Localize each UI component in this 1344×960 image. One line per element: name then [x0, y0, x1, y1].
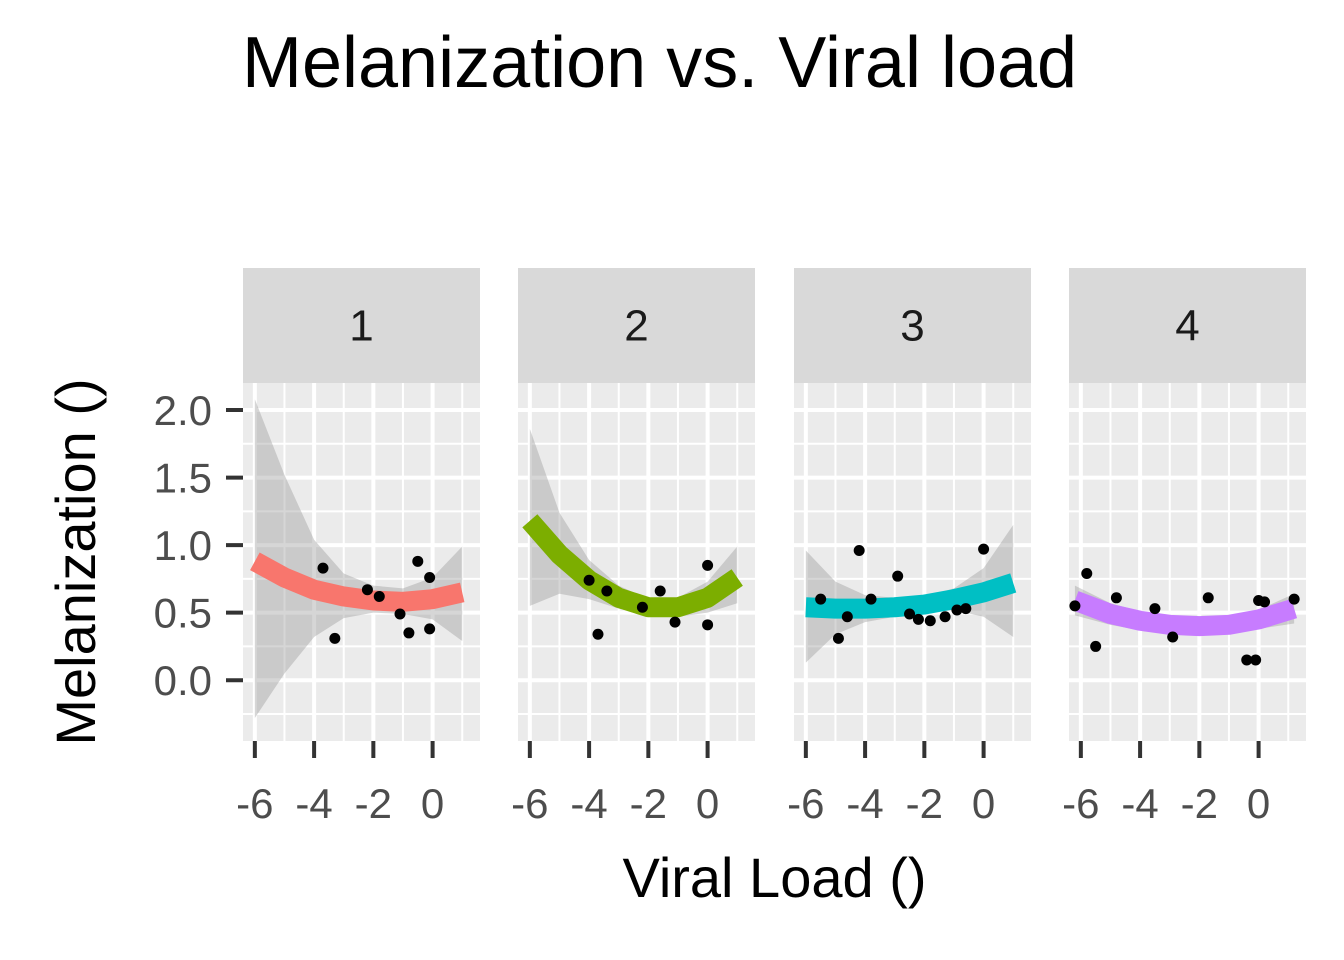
data-point — [815, 593, 827, 605]
data-point — [892, 570, 904, 582]
confidence-band — [254, 399, 463, 719]
data-point — [1202, 592, 1214, 604]
x-tick-label: -4 — [1121, 780, 1158, 827]
x-tick-label: -2 — [1181, 780, 1218, 827]
data-point — [317, 562, 329, 574]
x-tick-label: 0 — [972, 780, 995, 827]
data-point — [1259, 596, 1271, 608]
data-point — [654, 585, 666, 597]
data-point — [1090, 640, 1102, 652]
panel-content — [805, 524, 1017, 663]
smooth-line — [805, 573, 1017, 619]
y-axis-label: Melanization () — [44, 378, 107, 745]
data-point — [912, 613, 924, 625]
facet-panel-1: 1 -6 -4 -2 0 — [236, 268, 480, 827]
data-point — [1110, 592, 1122, 604]
data-point — [865, 593, 877, 605]
data-point — [583, 574, 595, 586]
data-point — [329, 632, 341, 644]
x-tick-label: -6 — [1062, 780, 1099, 827]
data-point — [601, 585, 613, 597]
data-point — [373, 590, 385, 602]
data-point — [853, 545, 865, 557]
y-tick-label: 1.0 — [154, 522, 212, 569]
data-point — [702, 559, 714, 571]
data-point — [1069, 600, 1081, 612]
x-tick-label: -4 — [295, 780, 332, 827]
panel-content — [1069, 567, 1300, 666]
data-point — [841, 611, 853, 623]
x-tick-label: 0 — [421, 780, 444, 827]
facet-strip — [243, 268, 480, 383]
smooth-line — [250, 552, 465, 612]
smooth-line — [1071, 591, 1298, 637]
data-point — [1081, 567, 1093, 579]
y-tick-label: 0.5 — [154, 590, 212, 637]
y-tick-label: 2.0 — [154, 387, 212, 434]
x-tick-label: 0 — [696, 780, 719, 827]
data-point — [1288, 593, 1300, 605]
facet-strip — [518, 268, 755, 383]
facet-strip-label: 4 — [1175, 302, 1199, 351]
facet-strip-label: 2 — [624, 302, 648, 351]
data-point — [394, 608, 406, 620]
y-tick-label: 1.5 — [154, 455, 212, 502]
x-tick-label: 0 — [1247, 780, 1270, 827]
data-point — [951, 604, 963, 616]
data-point — [592, 628, 604, 640]
y-tick-label: 0.0 — [154, 657, 212, 704]
chart-title: Melanization vs. Viral load — [242, 23, 1078, 103]
data-point — [1241, 654, 1253, 666]
data-point — [832, 632, 844, 644]
data-point — [702, 619, 714, 631]
data-point — [939, 611, 951, 623]
data-point — [1149, 603, 1161, 615]
x-axis-label: Viral Load () — [622, 846, 927, 909]
data-point — [403, 627, 415, 639]
data-point — [924, 615, 936, 627]
x-tick-label: -2 — [630, 780, 667, 827]
data-point — [412, 555, 424, 567]
facet-panel-3: 3 -6 -4 -2 0 — [787, 268, 1031, 827]
facet-strip-label: 3 — [900, 302, 924, 351]
panel-content — [522, 428, 743, 640]
smooth-line — [522, 514, 743, 618]
x-tick-label: -6 — [511, 780, 548, 827]
x-tick-label: -4 — [846, 780, 883, 827]
data-point — [1250, 654, 1262, 666]
panel-background — [1069, 383, 1306, 741]
facet-strip — [794, 268, 1031, 383]
data-point — [361, 584, 373, 596]
data-point — [978, 543, 990, 555]
x-tick-label: -4 — [570, 780, 607, 827]
facet-strip-label: 1 — [349, 302, 373, 351]
data-point — [1167, 631, 1179, 643]
data-point — [636, 601, 648, 613]
facet-panel-4: 4 -6 -4 -2 0 — [1062, 268, 1306, 827]
data-point — [424, 623, 436, 635]
x-tick-label: -6 — [236, 780, 273, 827]
x-tick-label: -6 — [787, 780, 824, 827]
data-point — [669, 616, 681, 628]
x-tick-label: -2 — [355, 780, 392, 827]
x-tick-label: -2 — [906, 780, 943, 827]
data-point — [424, 572, 436, 584]
panel-content — [250, 399, 465, 719]
facet-panel-2: 2 -6 -4 -2 0 — [511, 268, 755, 827]
data-point — [960, 603, 972, 615]
data-point — [904, 608, 916, 620]
facet-strip — [1069, 268, 1306, 383]
